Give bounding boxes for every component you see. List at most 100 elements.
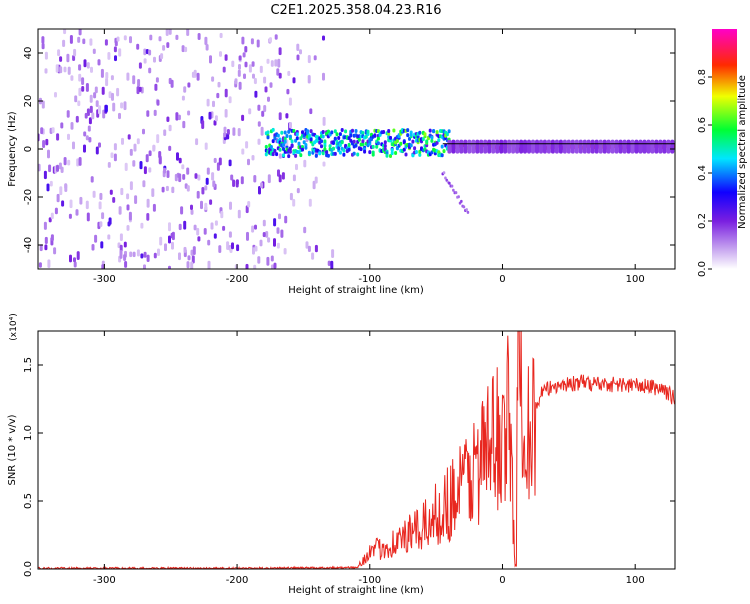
spectrogram-cell: [270, 60, 274, 67]
spectrogram-cell: [244, 46, 248, 53]
spectrogram-cell: [181, 164, 185, 170]
spectrogram-cell: [602, 139, 607, 154]
spectrogram-cell: [642, 139, 647, 154]
spectrogram-cell: [228, 231, 232, 238]
spectrogram-cell: [171, 186, 175, 194]
spectrogram-cell: [354, 129, 358, 133]
spectrogram-cell: [69, 35, 73, 44]
spectrogram-cell: [108, 217, 112, 225]
spectrogram-cell: [361, 139, 365, 144]
spectrogram-cell: [411, 139, 415, 144]
spectrogram-cell: [364, 134, 368, 139]
spectrogram-cell: [630, 139, 635, 154]
spectrogram-cell: [278, 153, 282, 159]
spectrogram-cell: [127, 134, 131, 140]
snr-y-label: SNR (10 * v/v): [7, 414, 18, 485]
spectrogram-cell: [156, 134, 160, 144]
spectrogram-cell: [153, 109, 157, 116]
spectrogram-cell: [223, 126, 227, 133]
spectrogram-cell: [288, 134, 292, 139]
spectrogram-cell: [211, 76, 215, 82]
spectrogram-cell: [194, 173, 198, 179]
spectrogram-cell: [110, 75, 114, 81]
spectrogram-cell: [190, 261, 194, 269]
spectrogram-cell: [101, 264, 105, 269]
spectrogram-cell: [181, 95, 185, 101]
spectrogram-cell: [254, 224, 257, 230]
spectrogram-cell: [182, 120, 186, 129]
spectrogram-cell: [86, 62, 90, 69]
spectrogram-cell: [187, 110, 191, 116]
spectrogram-cell: [78, 87, 82, 97]
spectrogram-cell: [67, 133, 70, 141]
spectrogram-cell: [253, 77, 257, 85]
spectrogram-cell: [246, 231, 249, 241]
spectrogram-cell: [356, 152, 360, 157]
spectrogram-cell: [278, 137, 282, 142]
snr-y-tick-label: 1.0: [23, 425, 34, 441]
spectrogram-cell: [251, 155, 255, 161]
spectrogram-cell: [72, 55, 76, 61]
spectrogram-cell: [87, 125, 91, 132]
spectrogram-cell: [321, 151, 325, 156]
spectrogram-cell: [136, 138, 140, 145]
spectrogram-cell: [278, 72, 282, 79]
spectrogram-cell: [238, 81, 242, 90]
spectrogram-cell: [153, 56, 156, 63]
spectrogram-cell: [120, 102, 124, 109]
spectrogram-cell: [75, 115, 79, 123]
spectrogram-cell: [284, 215, 288, 224]
spectrogram-cell: [406, 133, 410, 138]
spectrogram-cell: [503, 139, 508, 154]
spectrogram-cell: [352, 151, 356, 156]
spectrogram-cell: [177, 114, 181, 121]
spectrogram-cell: [232, 179, 236, 188]
spectrogram-cell: [222, 225, 226, 231]
spectrogram-cell: [295, 132, 299, 137]
spectrogram-cell: [428, 128, 432, 133]
spectrogram-cell: [226, 129, 230, 135]
spectrogram-cell: [454, 191, 458, 195]
spectrogram-cell: [191, 255, 195, 264]
spectrogram-cell: [539, 139, 543, 154]
spectrogram-cell: [129, 36, 132, 44]
spectrogram-cell: [366, 129, 370, 134]
spectrogram-cell: [273, 136, 277, 141]
spectrogram-cell: [157, 248, 160, 256]
spectrogram-cell: [98, 201, 102, 210]
spectrogram-cell: [140, 222, 144, 229]
spectrogram-cell: [342, 148, 346, 153]
spectrogram-cell: [283, 136, 287, 141]
spectrogram-cell: [119, 250, 123, 259]
spectrogram-cell: [566, 139, 571, 154]
spectrogram-cell: [327, 260, 331, 266]
spectrogram-cell: [409, 132, 413, 137]
spectrogram-cell: [376, 129, 380, 134]
spectrogram-cell: [383, 144, 387, 148]
spectrogram-cell: [312, 180, 316, 190]
spectrogram-cell: [155, 77, 159, 83]
spectrogram-cell: [166, 170, 170, 178]
spectrogram-cell: [212, 180, 216, 188]
spectrogram-cell: [251, 61, 255, 67]
spectrogram-cell: [309, 137, 313, 142]
spectrogram-cell: [333, 151, 337, 156]
spectrogram-cell: [397, 134, 401, 139]
spectrogram-cell: [66, 53, 70, 63]
spectrogram-cell: [86, 212, 90, 222]
spectrogram-cell: [598, 139, 603, 154]
spectrogram-cell: [280, 229, 284, 238]
spectrogram-cell: [264, 152, 268, 157]
spectrogram-cell: [283, 139, 287, 144]
spectrogram-cell: [267, 174, 271, 184]
spectrogram-cell: [430, 135, 434, 140]
spectrogram-cell: [586, 139, 591, 154]
spectrogram-cell: [229, 201, 232, 210]
spectrogram-cell: [646, 139, 651, 154]
spectrogram-cell: [491, 139, 496, 154]
spectrogram-cell: [226, 134, 230, 140]
spectrogram-cell: [146, 198, 150, 208]
spectrogram-cell: [382, 130, 386, 134]
spectrogram-cell: [260, 182, 264, 189]
spectrogram-cell: [257, 104, 261, 111]
